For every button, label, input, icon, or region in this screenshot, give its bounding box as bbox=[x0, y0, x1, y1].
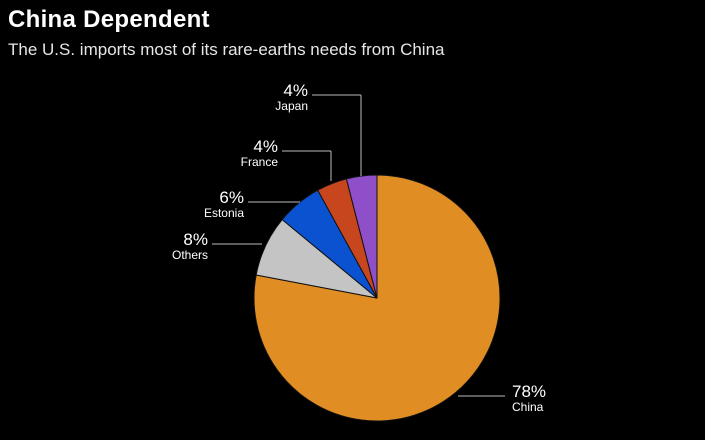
slice-label-china: 78%China bbox=[458, 382, 546, 414]
value-label-china: 78% bbox=[512, 382, 546, 401]
category-label-china: China bbox=[512, 400, 544, 414]
slice-label-france: 4%France bbox=[241, 137, 332, 181]
value-label-others: 8% bbox=[183, 230, 208, 249]
value-label-estonia: 6% bbox=[219, 188, 244, 207]
category-label-france: France bbox=[241, 155, 279, 169]
pie-slice-japan bbox=[345, 174, 378, 299]
slice-label-others: 8%Others bbox=[172, 230, 262, 262]
chart-title: China Dependent bbox=[8, 6, 210, 33]
value-label-france: 4% bbox=[253, 137, 278, 156]
chart-subtitle: The U.S. imports most of its rare-earths… bbox=[8, 40, 445, 59]
category-label-estonia: Estonia bbox=[204, 206, 244, 220]
category-label-others: Others bbox=[172, 248, 208, 262]
category-label-japan: Japan bbox=[275, 99, 308, 113]
slice-label-estonia: 6%Estonia bbox=[204, 188, 300, 220]
value-label-japan: 4% bbox=[283, 81, 308, 100]
slice-label-japan: 4%Japan bbox=[275, 81, 362, 176]
